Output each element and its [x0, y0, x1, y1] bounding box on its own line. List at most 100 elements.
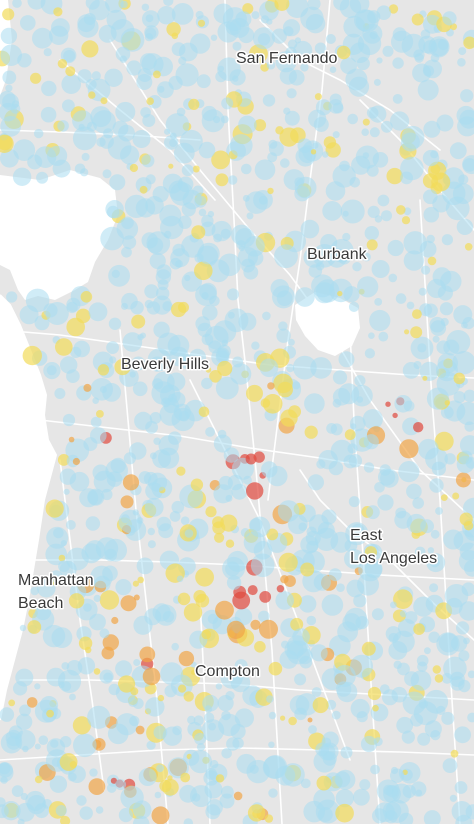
data-dot	[93, 594, 101, 603]
data-dot	[249, 764, 259, 774]
data-dot	[99, 134, 114, 149]
data-dot	[467, 670, 474, 679]
data-dot	[215, 376, 239, 400]
data-dot	[412, 497, 425, 509]
data-dot	[57, 120, 69, 132]
data-dot	[183, 818, 193, 824]
data-dot	[463, 36, 474, 50]
data-dot	[147, 472, 168, 492]
data-dot	[321, 594, 344, 616]
data-dot	[330, 439, 354, 463]
data-dot	[83, 383, 92, 392]
label-burbank: Burbank	[307, 246, 368, 263]
data-dot	[439, 302, 454, 316]
data-dot	[158, 523, 174, 539]
data-dot	[146, 231, 171, 256]
data-dot	[361, 641, 376, 656]
data-dot	[65, 66, 76, 77]
data-dot	[363, 434, 379, 450]
data-dot	[87, 705, 111, 729]
data-dot	[308, 264, 323, 278]
data-dot	[456, 455, 474, 474]
data-dot	[450, 635, 468, 652]
data-dot	[246, 384, 263, 402]
data-dot	[135, 198, 156, 218]
data-dot	[347, 443, 358, 454]
data-dot	[381, 210, 392, 222]
data-dot	[364, 546, 377, 559]
data-dot	[217, 65, 225, 72]
data-dot	[167, 775, 173, 781]
data-dot	[423, 189, 438, 205]
data-dot	[293, 40, 313, 60]
data-dot	[422, 375, 428, 381]
data-dot	[152, 186, 169, 203]
data-dot	[215, 173, 229, 187]
data-dot	[201, 377, 213, 390]
data-dot	[367, 686, 382, 701]
data-dot	[372, 808, 388, 824]
data-dot	[339, 0, 362, 19]
data-dot	[404, 671, 420, 687]
data-dot	[411, 13, 424, 26]
data-dot	[400, 156, 424, 181]
data-dot	[419, 240, 437, 258]
data-dot	[144, 33, 154, 42]
data-dot	[292, 381, 301, 390]
data-dot	[254, 159, 276, 180]
data-dot	[163, 397, 179, 414]
data-dot	[436, 340, 451, 355]
data-dot	[103, 672, 113, 683]
data-dot	[19, 704, 31, 717]
data-dot	[243, 531, 266, 554]
data-dot	[300, 562, 315, 577]
data-dot	[12, 167, 32, 186]
data-dot	[66, 317, 85, 337]
data-dot	[184, 274, 191, 282]
data-dot	[350, 698, 370, 719]
data-dot	[115, 101, 136, 122]
data-dot	[262, 94, 276, 107]
data-dot	[294, 673, 307, 686]
data-dot	[138, 768, 157, 786]
data-dot	[151, 378, 164, 390]
data-dot	[367, 205, 380, 218]
data-dot	[350, 654, 373, 678]
data-dot	[412, 309, 422, 319]
data-dot	[80, 291, 93, 303]
data-dot	[307, 717, 313, 723]
data-dot	[310, 149, 317, 155]
data-dot	[96, 410, 104, 418]
data-dot	[398, 461, 420, 483]
data-dot	[456, 621, 470, 635]
data-dot	[118, 124, 135, 142]
data-dot	[20, 792, 28, 801]
data-dot	[15, 713, 33, 730]
data-dot	[250, 553, 275, 578]
data-dot	[168, 163, 174, 169]
data-dot	[311, 274, 335, 298]
data-dot	[274, 0, 290, 11]
data-dot	[399, 610, 407, 618]
data-dot	[241, 163, 252, 175]
data-dot	[60, 540, 67, 547]
data-dot	[181, 164, 194, 177]
data-dot	[118, 675, 136, 693]
data-dot	[335, 803, 354, 823]
data-dot	[423, 810, 441, 824]
data-dot	[202, 694, 219, 712]
data-dot	[225, 539, 235, 548]
data-dot	[79, 806, 93, 820]
data-dot	[398, 762, 421, 784]
data-dot	[311, 687, 322, 697]
data-dot	[349, 177, 361, 188]
data-dot	[453, 391, 466, 404]
data-dot	[229, 134, 253, 157]
data-dot	[179, 784, 198, 803]
data-dot	[449, 142, 467, 160]
data-dot	[424, 647, 431, 655]
data-dot	[104, 68, 123, 88]
data-dot	[209, 370, 222, 383]
data-dot	[337, 621, 358, 643]
